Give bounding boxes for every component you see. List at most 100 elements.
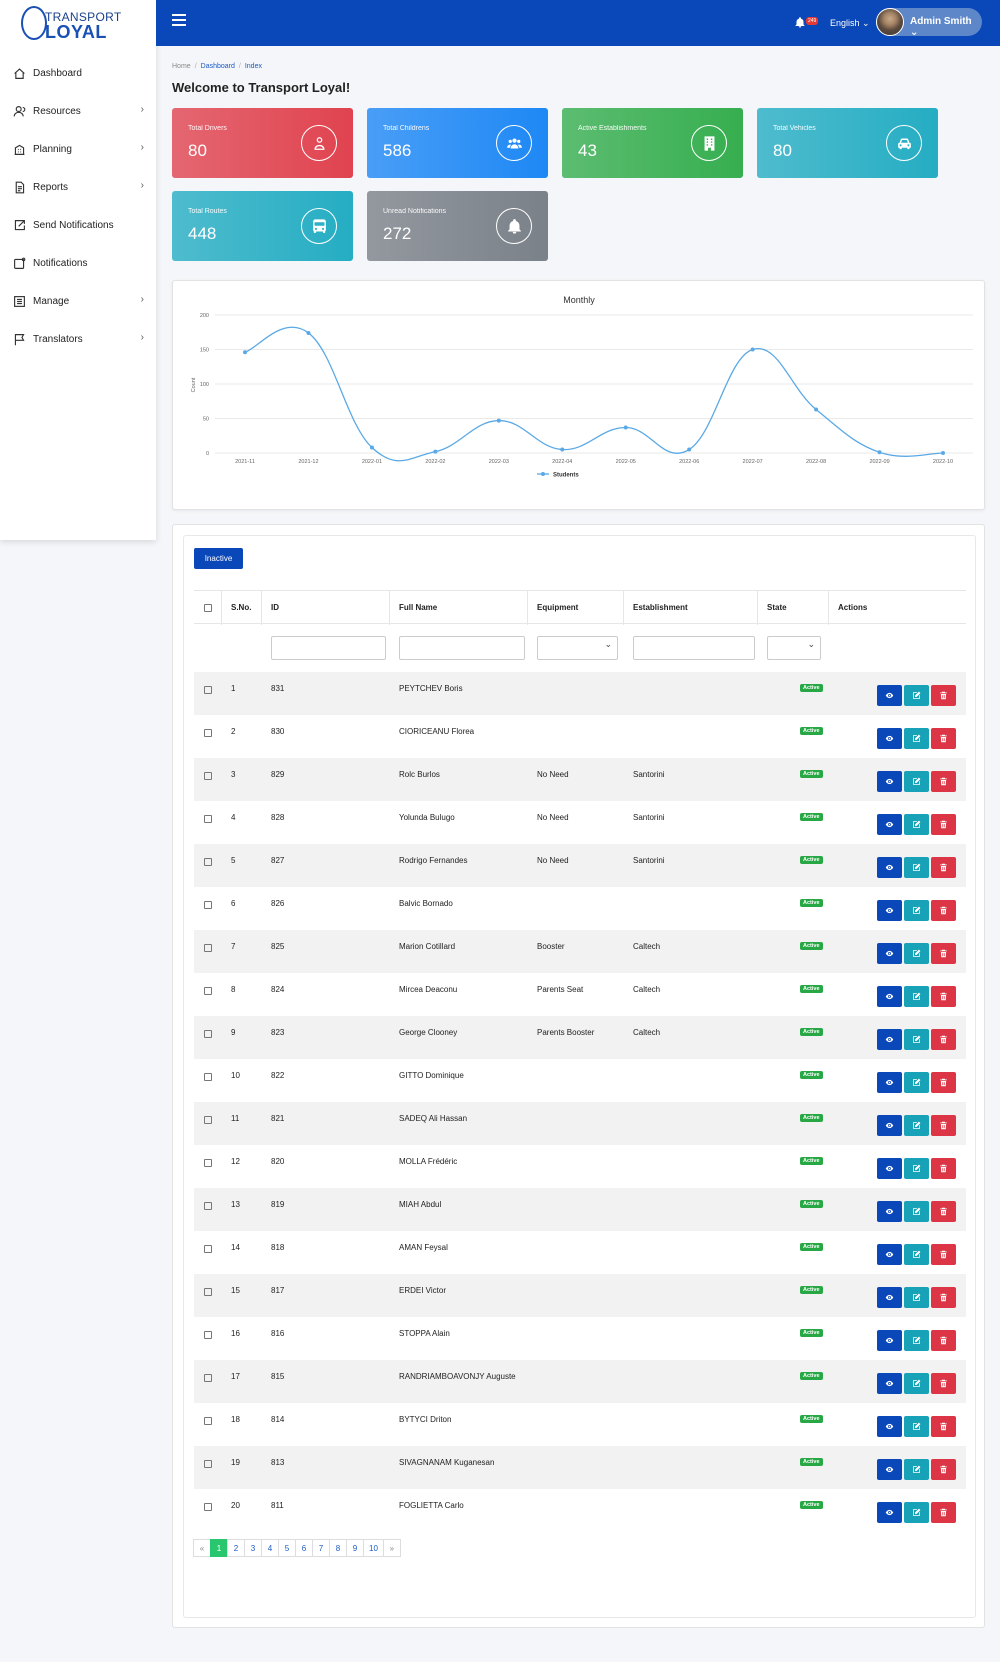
- pagination-prev[interactable]: «: [193, 1539, 211, 1557]
- stat-card-total-routes[interactable]: Total Routes 448: [172, 191, 353, 261]
- delete-button[interactable]: [931, 1029, 956, 1050]
- row-checkbox[interactable]: [204, 1073, 212, 1081]
- edit-button[interactable]: [904, 1072, 929, 1093]
- row-checkbox[interactable]: [204, 1460, 212, 1468]
- sidebar-item-translators[interactable]: Translators ›: [0, 320, 156, 358]
- pagination-page-5[interactable]: 5: [278, 1539, 296, 1557]
- delete-button[interactable]: [931, 857, 956, 878]
- row-checkbox[interactable]: [204, 729, 212, 737]
- edit-button[interactable]: [904, 1115, 929, 1136]
- breadcrumb-dashboard[interactable]: Dashboard: [200, 63, 235, 70]
- pagination-page-8[interactable]: 8: [329, 1539, 347, 1557]
- header-id[interactable]: ID: [271, 603, 279, 612]
- view-button[interactable]: [877, 943, 902, 964]
- notifications-bell-icon[interactable]: [794, 16, 806, 30]
- edit-button[interactable]: [904, 1244, 929, 1265]
- edit-button[interactable]: [904, 1330, 929, 1351]
- pagination-page-9[interactable]: 9: [346, 1539, 364, 1557]
- view-button[interactable]: [877, 728, 902, 749]
- edit-button[interactable]: [904, 814, 929, 835]
- view-button[interactable]: [877, 900, 902, 921]
- state-filter-select[interactable]: [767, 636, 821, 660]
- row-checkbox[interactable]: [204, 1417, 212, 1425]
- edit-button[interactable]: [904, 943, 929, 964]
- edit-button[interactable]: [904, 771, 929, 792]
- delete-button[interactable]: [931, 1416, 956, 1437]
- delete-button[interactable]: [931, 900, 956, 921]
- edit-button[interactable]: [904, 1158, 929, 1179]
- header-sno[interactable]: S.No.: [231, 603, 252, 612]
- row-checkbox[interactable]: [204, 944, 212, 952]
- view-button[interactable]: [877, 1373, 902, 1394]
- breadcrumb-home[interactable]: Home: [172, 63, 191, 70]
- name-filter-input[interactable]: [399, 636, 525, 660]
- breadcrumb-index[interactable]: Index: [244, 63, 262, 70]
- header-equipment[interactable]: Equipment: [537, 603, 579, 612]
- pagination-page-1[interactable]: 1: [210, 1539, 228, 1557]
- header-establishment[interactable]: Establishment: [633, 603, 688, 612]
- header-full-name[interactable]: Full Name: [399, 603, 438, 612]
- edit-button[interactable]: [904, 1459, 929, 1480]
- delete-button[interactable]: [931, 1244, 956, 1265]
- pagination-next[interactable]: »: [382, 1539, 401, 1557]
- stat-card-unread-notifications[interactable]: Unread Notifications 272: [367, 191, 548, 261]
- sidebar-item-reports[interactable]: Reports ›: [0, 168, 156, 206]
- row-checkbox[interactable]: [204, 815, 212, 823]
- delete-button[interactable]: [931, 1287, 956, 1308]
- edit-button[interactable]: [904, 1287, 929, 1308]
- pagination-page-3[interactable]: 3: [244, 1539, 262, 1557]
- delete-button[interactable]: [931, 685, 956, 706]
- delete-button[interactable]: [931, 1373, 956, 1394]
- view-button[interactable]: [877, 1502, 902, 1523]
- delete-button[interactable]: [931, 1158, 956, 1179]
- pagination-page-10[interactable]: 10: [363, 1539, 384, 1557]
- delete-button[interactable]: [931, 943, 956, 964]
- edit-button[interactable]: [904, 857, 929, 878]
- equipment-filter-select[interactable]: [537, 636, 618, 660]
- delete-button[interactable]: [931, 1459, 956, 1480]
- row-checkbox[interactable]: [204, 1202, 212, 1210]
- view-button[interactable]: [877, 1115, 902, 1136]
- view-button[interactable]: [877, 1201, 902, 1222]
- stat-card-total-vehicles[interactable]: Total Vehicles 80: [757, 108, 938, 178]
- pagination-page-2[interactable]: 2: [227, 1539, 245, 1557]
- sidebar-item-notifications[interactable]: Notifications: [0, 244, 156, 282]
- view-button[interactable]: [877, 1244, 902, 1265]
- pagination-page-6[interactable]: 6: [295, 1539, 313, 1557]
- user-menu[interactable]: Admin Smith ⌄: [876, 8, 982, 38]
- sidebar-item-manage[interactable]: Manage ›: [0, 282, 156, 320]
- row-checkbox[interactable]: [204, 1288, 212, 1296]
- view-button[interactable]: [877, 1287, 902, 1308]
- edit-button[interactable]: [904, 986, 929, 1007]
- edit-button[interactable]: [904, 1502, 929, 1523]
- edit-button[interactable]: [904, 900, 929, 921]
- row-checkbox[interactable]: [204, 1331, 212, 1339]
- edit-button[interactable]: [904, 1416, 929, 1437]
- row-checkbox[interactable]: [204, 1159, 212, 1167]
- delete-button[interactable]: [931, 1115, 956, 1136]
- row-checkbox[interactable]: [204, 1503, 212, 1511]
- sidebar-item-resources[interactable]: Resources ›: [0, 92, 156, 130]
- sidebar-item-send-notifications[interactable]: Send Notifications: [0, 206, 156, 244]
- edit-button[interactable]: [904, 685, 929, 706]
- edit-button[interactable]: [904, 728, 929, 749]
- edit-button[interactable]: [904, 1373, 929, 1394]
- row-checkbox[interactable]: [204, 1030, 212, 1038]
- language-selector[interactable]: English ⌄: [830, 18, 870, 28]
- row-checkbox[interactable]: [204, 987, 212, 995]
- establishment-filter-input[interactable]: [633, 636, 755, 660]
- view-button[interactable]: [877, 1158, 902, 1179]
- row-checkbox[interactable]: [204, 1374, 212, 1382]
- stat-card-total-drivers[interactable]: Total Drivers 80: [172, 108, 353, 178]
- inactive-filter-button[interactable]: Inactive: [194, 548, 243, 569]
- view-button[interactable]: [877, 771, 902, 792]
- delete-button[interactable]: [931, 1502, 956, 1523]
- stat-card-total-childrens[interactable]: Total Childrens 586: [367, 108, 548, 178]
- view-button[interactable]: [877, 857, 902, 878]
- menu-toggle-icon[interactable]: [172, 14, 186, 26]
- row-checkbox[interactable]: [204, 1116, 212, 1124]
- view-button[interactable]: [877, 1459, 902, 1480]
- edit-button[interactable]: [904, 1029, 929, 1050]
- pagination-page-7[interactable]: 7: [312, 1539, 330, 1557]
- view-button[interactable]: [877, 986, 902, 1007]
